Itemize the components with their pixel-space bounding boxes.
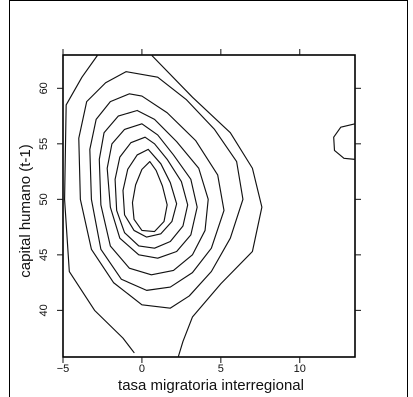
contour-level-8-8 bbox=[122, 148, 178, 238]
y-tick-label-1: 40 bbox=[38, 304, 50, 316]
x-tick-label-3: 5 bbox=[218, 363, 224, 375]
contour-level-7-7 bbox=[114, 136, 189, 249]
contours-layer bbox=[64, 54, 356, 358]
plot-frame bbox=[62, 54, 356, 358]
contour-level-9-9 bbox=[131, 161, 168, 233]
contour-level-1-10 bbox=[333, 123, 356, 160]
x-tick-label-1: −5 bbox=[57, 363, 70, 375]
top-ticks-layer bbox=[62, 49, 301, 55]
y-axis-label: capital humano (t-1) bbox=[17, 144, 34, 277]
contour-level-1-1 bbox=[64, 54, 135, 354]
x-tick-label-2: 0 bbox=[139, 363, 145, 375]
y-tick-label-2: 45 bbox=[38, 249, 50, 261]
contour-level-6-6 bbox=[106, 123, 198, 259]
x-axis-label: tasa migratoria interregional bbox=[118, 377, 304, 394]
y-tick-label-3: 50 bbox=[38, 193, 50, 205]
contour-level-3-3 bbox=[78, 71, 244, 309]
y-tick-label-5: 60 bbox=[38, 82, 50, 94]
contour-level-4-4 bbox=[89, 93, 225, 291]
y-ticks-layer: 40 45 50 55 60 bbox=[38, 82, 63, 316]
right-ticks-layer bbox=[355, 87, 361, 311]
x-tick-label-4: 10 bbox=[294, 363, 306, 375]
contour-level-2-2 bbox=[150, 54, 263, 358]
y-tick-label-4: 55 bbox=[38, 138, 50, 150]
x-ticks-layer: −5 0 5 10 bbox=[57, 357, 306, 375]
contour-level-5-5 bbox=[98, 109, 209, 276]
